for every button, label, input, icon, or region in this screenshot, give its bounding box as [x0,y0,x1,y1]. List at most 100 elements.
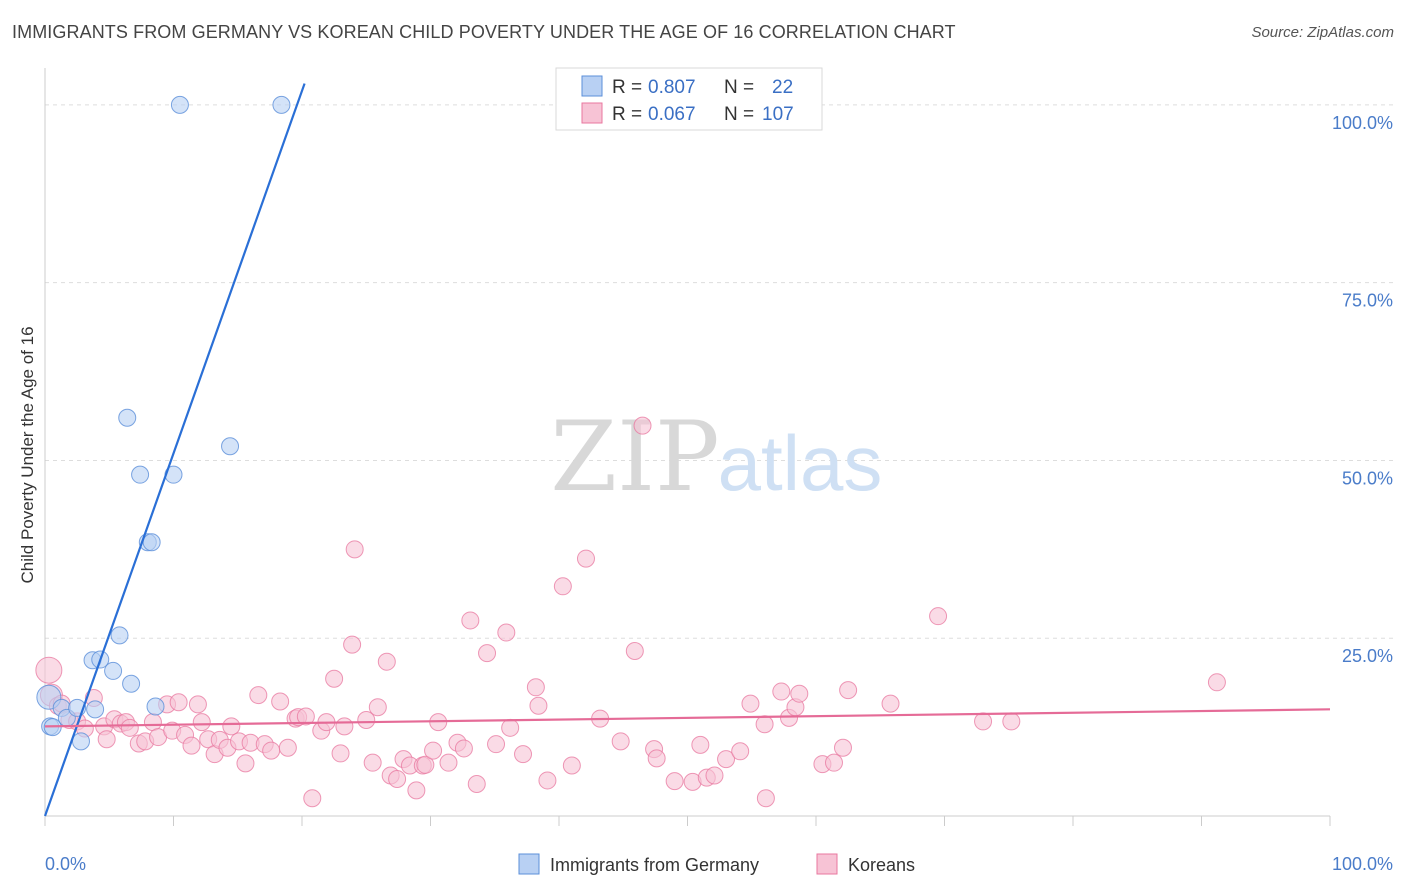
korean-point [236,754,255,773]
germany-point [131,465,150,484]
x-tick-label-100: 100.0% [1332,854,1393,874]
germany-trend-line [43,83,306,817]
legend-n-value-germany: 22 [772,77,793,98]
korean-point [731,742,750,761]
y-tick-label-50: 50.0% [1342,468,1393,488]
korean-point [611,732,630,751]
korean-point [705,766,724,785]
korean-point [625,642,644,661]
korean-point [647,749,666,768]
bottom-legend-label-germany: Immigrants from Germany [550,855,759,875]
germany-point [110,626,129,645]
legend-swatch-germany [581,75,603,97]
korean-point [424,741,443,760]
legend-swatch-koreans [581,102,603,124]
legend-r-value-germany: 0.807 [648,77,696,98]
korean-point [881,694,900,713]
korean-point [562,756,581,775]
korean-point [1207,673,1226,692]
korean-point [526,678,545,697]
korean-point [833,738,852,757]
koreans-trend-line [44,708,1331,728]
korean-point [454,739,473,758]
korean-point [772,682,791,701]
x-tick-label-0: 0.0% [45,854,86,874]
korean-point [271,692,290,711]
korean-point [345,540,364,559]
korean-point [325,669,344,688]
korean-point [501,718,520,737]
korean-point [377,652,396,671]
germany-point [146,697,165,716]
germany-point [221,437,240,456]
germany-point [104,661,123,680]
y-tick-label-100: 100.0% [1332,113,1393,133]
tick-labels: 25.0% 50.0% 75.0% 100.0% 0.0% 100.0% [45,113,1393,874]
korean-point [461,611,480,630]
korean-point [929,607,948,626]
germany-point [272,95,291,114]
korean-point [357,711,376,729]
korean-point [633,416,652,435]
korean-point [467,775,486,793]
korean-point [824,753,843,772]
germany-points [36,95,291,751]
korean-point [478,644,497,663]
korean-point [665,772,684,791]
korean-point [790,684,809,703]
legend-r-value-koreans: 0.067 [648,104,696,125]
korean-point [303,789,322,808]
korean-point [741,694,760,713]
korean-point [192,713,211,732]
korean-point [368,698,387,717]
bottom-legend-swatch-koreans [816,853,838,875]
korean-point [407,781,426,800]
germany-point [86,700,105,719]
bottom-legend-label-koreans: Koreans [848,855,915,875]
korean-point [416,755,435,774]
germany-point [170,95,189,114]
korean-point [538,771,557,790]
legend-n-label-germany: N = [724,77,754,98]
korean-point [35,656,63,684]
korean-point [755,715,774,734]
watermark-atlas: atlas [718,419,883,507]
korean-point [756,789,775,808]
bottom-legend-swatch-germany [518,853,540,875]
germany-point [118,408,137,427]
legend-n-label-koreans: N = [724,104,754,125]
korean-point [839,681,858,700]
korean-point [296,707,315,726]
korean-point [182,736,201,755]
legend-r-label-koreans: R = [612,104,642,125]
korean-point [188,695,207,714]
legend-n-value-koreans: 107 [762,104,794,125]
korean-point [691,735,710,754]
korean-point [388,770,407,789]
korean-point [717,750,736,769]
korean-point [974,712,993,731]
korean-point [576,549,595,568]
germany-point [71,732,90,751]
korean-point [497,623,516,642]
korean-point [278,738,297,757]
germany-point [122,674,141,693]
korean-point [331,744,350,763]
source-label: Source: ZipAtlas.com [1251,24,1394,41]
korean-point [487,735,506,754]
korean-point [262,741,281,760]
korean-point [343,635,362,654]
korean-point [363,753,382,772]
korean-point [120,718,139,737]
korean-point [222,717,241,736]
korean-point [143,713,162,732]
y-tick-label-25: 25.0% [1342,646,1393,666]
korean-point [529,696,548,715]
korean-point [1002,712,1021,731]
germany-point [142,533,161,552]
korean-point [439,753,458,772]
y-tick-label-75: 75.0% [1342,291,1393,311]
chart-title: IMMIGRANTS FROM GERMANY VS KOREAN CHILD … [12,22,956,42]
korean-point [169,693,188,712]
